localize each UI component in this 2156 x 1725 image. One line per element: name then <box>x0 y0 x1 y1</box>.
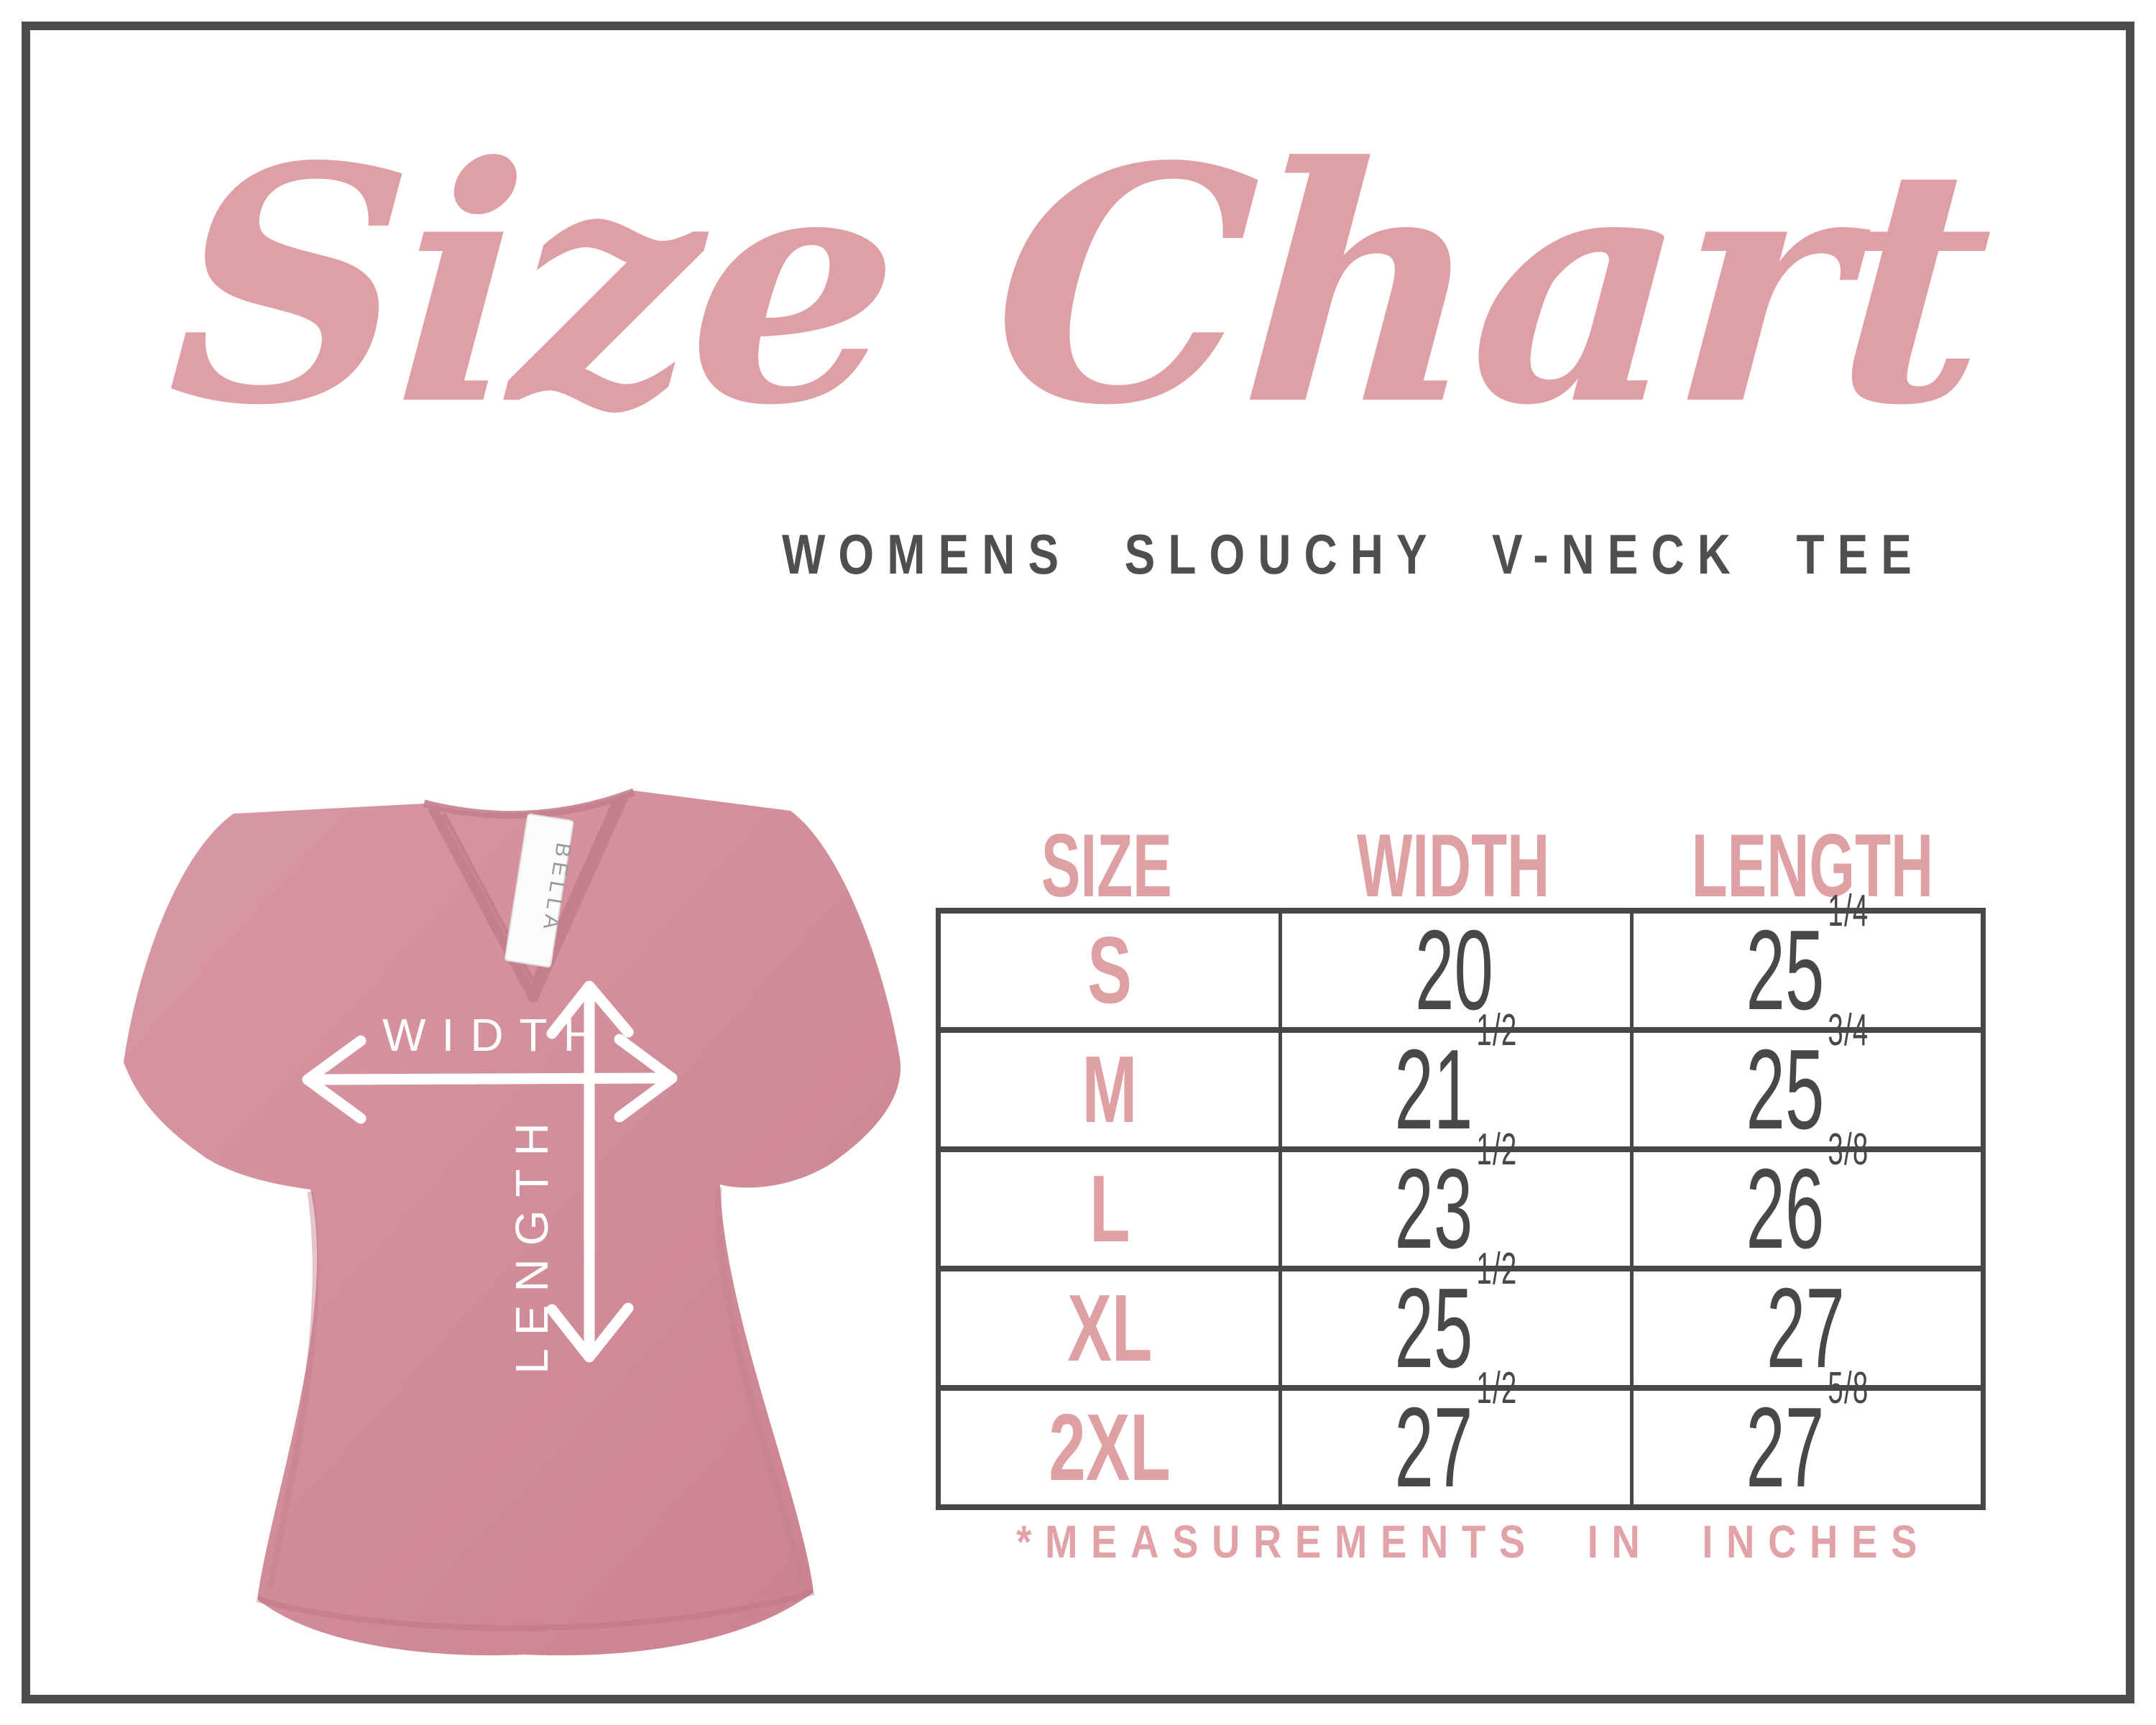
length-cell: 251/4 <box>1630 889 1985 1033</box>
width-cell: 211/2 <box>1279 1008 1634 1152</box>
fold-shading-right <box>715 1187 805 1582</box>
measurements-footnote: *MEASUREMENTS IN INCHES <box>1016 1516 1931 1568</box>
width-cell: 20 <box>1279 908 1634 1033</box>
width-arrow <box>302 1034 678 1124</box>
size-table: SIZE WIDTH LENGTH S 20 251/4 M 211/2 253… <box>936 816 1986 1510</box>
size-table-grid: S 20 251/4 M 211/2 253/4 L 231/2 263/8 X… <box>936 889 1986 1510</box>
page-title: Size Chart <box>160 96 1996 477</box>
width-arrow-label: WIDTH <box>382 1009 612 1061</box>
tshirt-graphic: BELLA WIDTH LENGTH <box>124 788 901 1656</box>
size-cell: M <box>936 1027 1282 1152</box>
length-cell: 263/8 <box>1630 1128 1985 1271</box>
length-arrow <box>546 980 634 1363</box>
size-cell: XL <box>936 1266 1282 1391</box>
hem-seam <box>256 1589 815 1632</box>
size-cell: S <box>936 908 1282 1033</box>
table-row: XL 251/2 27 <box>936 1247 1985 1391</box>
measurement-arrows <box>302 980 678 1363</box>
column-header-length: LENGTH <box>1691 816 1934 916</box>
table-row: 2XL 271/2 275/8 <box>936 1366 1985 1510</box>
length-arrow-label: LENGTH <box>506 1110 558 1374</box>
shirt-body-shape <box>124 791 901 1656</box>
table-row: L 231/2 263/8 <box>936 1128 1985 1271</box>
page-subtitle: WOMENS SLOUCHY V-NECK TEE <box>782 523 1925 586</box>
length-cell: 253/4 <box>1630 1008 1985 1152</box>
length-cell: 27 <box>1630 1266 1985 1391</box>
size-cell: L <box>936 1146 1282 1271</box>
fold-shading-left <box>267 1191 319 1588</box>
table-row: M 211/2 253/4 <box>936 1008 1985 1152</box>
size-table-headers: SIZE WIDTH LENGTH <box>936 816 1981 916</box>
width-cell: 271/2 <box>1279 1366 1634 1510</box>
column-header-width: WIDTH <box>1357 816 1550 916</box>
table-row: S 20 251/4 <box>936 889 1985 1033</box>
vneck-collar <box>428 794 629 1003</box>
size-cell: 2XL <box>936 1385 1282 1510</box>
width-cell: 231/2 <box>1279 1128 1634 1271</box>
vneck-inner-seam <box>442 801 616 986</box>
column-header-size: SIZE <box>1041 816 1172 916</box>
length-cell: 275/8 <box>1630 1366 1985 1510</box>
width-cell: 251/2 <box>1279 1247 1634 1391</box>
